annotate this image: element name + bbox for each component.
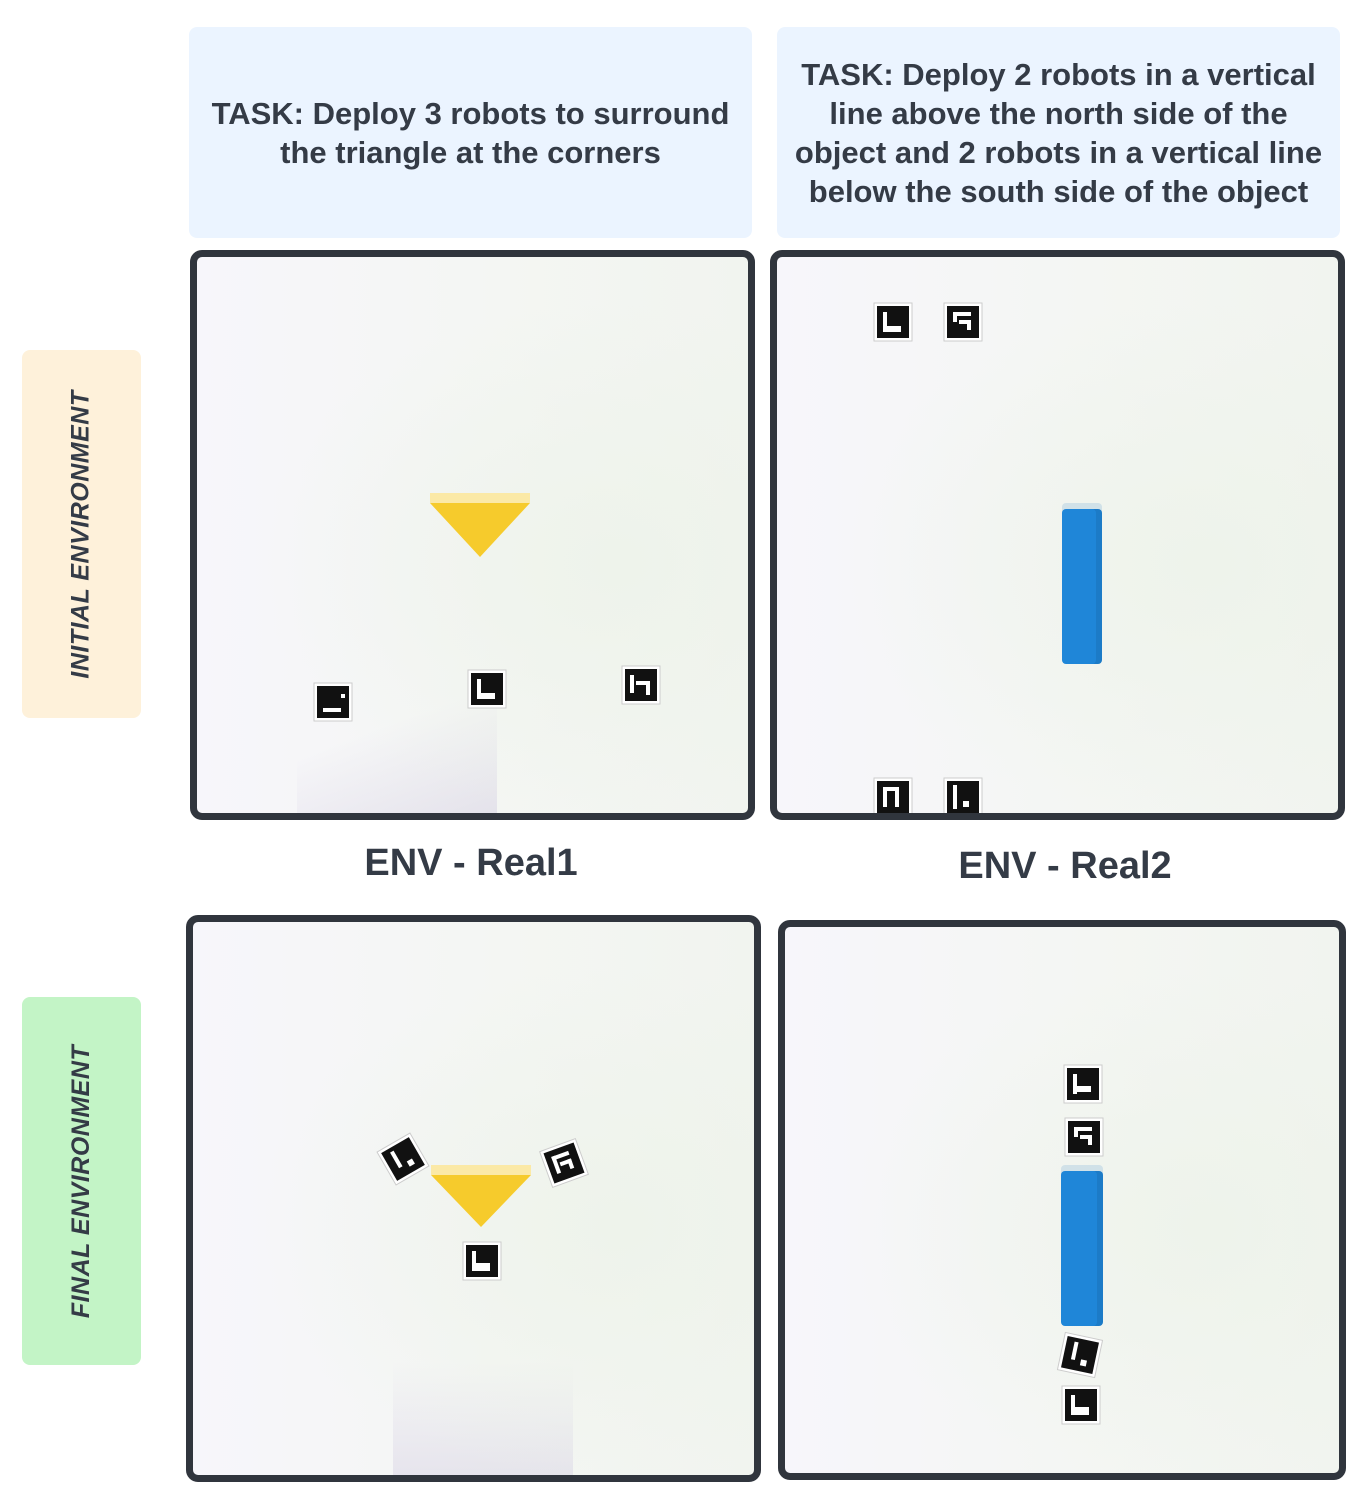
env-label-real2: ENV - Real2 (958, 845, 1172, 887)
robot-3 (873, 777, 913, 813)
panel-final-real2 (778, 920, 1346, 1480)
robot-1 (313, 682, 353, 722)
robot-3 (621, 665, 661, 705)
robot-2 (943, 302, 983, 342)
robot-2 (467, 669, 507, 709)
robot-2 (538, 1137, 589, 1188)
robot-1 (873, 302, 913, 342)
robot-3 (1056, 1331, 1104, 1379)
row-label-final-text: FINAL ENVIRONMENT (67, 1044, 96, 1318)
panel-initial-real1 (190, 250, 755, 820)
rod-object (1061, 1171, 1103, 1326)
row-label-final: FINAL ENVIRONMENT (22, 997, 141, 1365)
task-real2: TASK: Deploy 2 robots in a vertical line… (777, 27, 1340, 238)
robot-1 (376, 1132, 431, 1187)
robot-4 (1061, 1385, 1101, 1425)
panel-final-real1 (186, 915, 761, 1482)
task-real1: TASK: Deploy 3 robots to surround the tr… (189, 27, 752, 238)
rod-object (1062, 509, 1102, 664)
row-label-initial-text: INITIAL ENVIRONMENT (67, 389, 95, 679)
row-label-initial: INITIAL ENVIRONMENT (22, 350, 141, 718)
robot-2 (1064, 1117, 1104, 1157)
robot-3 (462, 1241, 502, 1281)
robot-1 (1063, 1064, 1103, 1104)
triangle-object (431, 1165, 531, 1227)
panel-initial-real2 (770, 250, 1345, 820)
robot-4 (943, 777, 983, 813)
env-label-real1: ENV - Real1 (364, 842, 578, 884)
triangle-object (430, 493, 530, 557)
